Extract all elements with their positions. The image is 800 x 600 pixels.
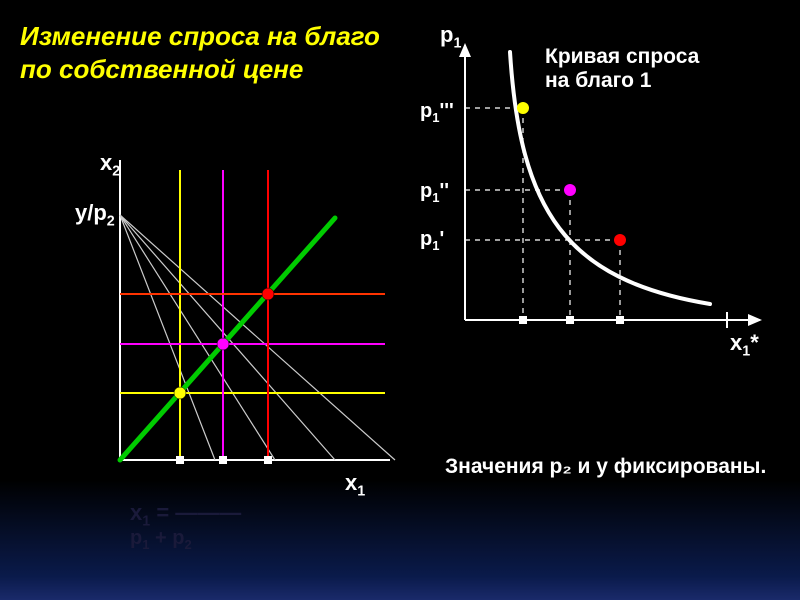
demand-curve-label: Кривая спроса на благо 1	[545, 45, 699, 93]
right-x-axis-label: x1*	[730, 330, 759, 359]
right-y-axis-label: p1	[440, 22, 461, 51]
left-x-axis-label: x1	[345, 470, 365, 499]
right-tick-3: p1'	[420, 228, 444, 253]
background-gradient	[0, 480, 800, 600]
formula-shadow: x1 = ——— p1 + p2	[130, 500, 241, 552]
slide-title: Изменение спроса на благо по собственной…	[20, 20, 390, 85]
fixed-note: Значения p₂ и y фиксированы.	[445, 455, 775, 479]
right-tick-1: p1'''	[420, 100, 454, 125]
left-y-intercept-label: y/p2	[75, 200, 115, 229]
right-tick-2: p1''	[420, 180, 449, 205]
left-y-axis-label: x2	[100, 150, 120, 179]
